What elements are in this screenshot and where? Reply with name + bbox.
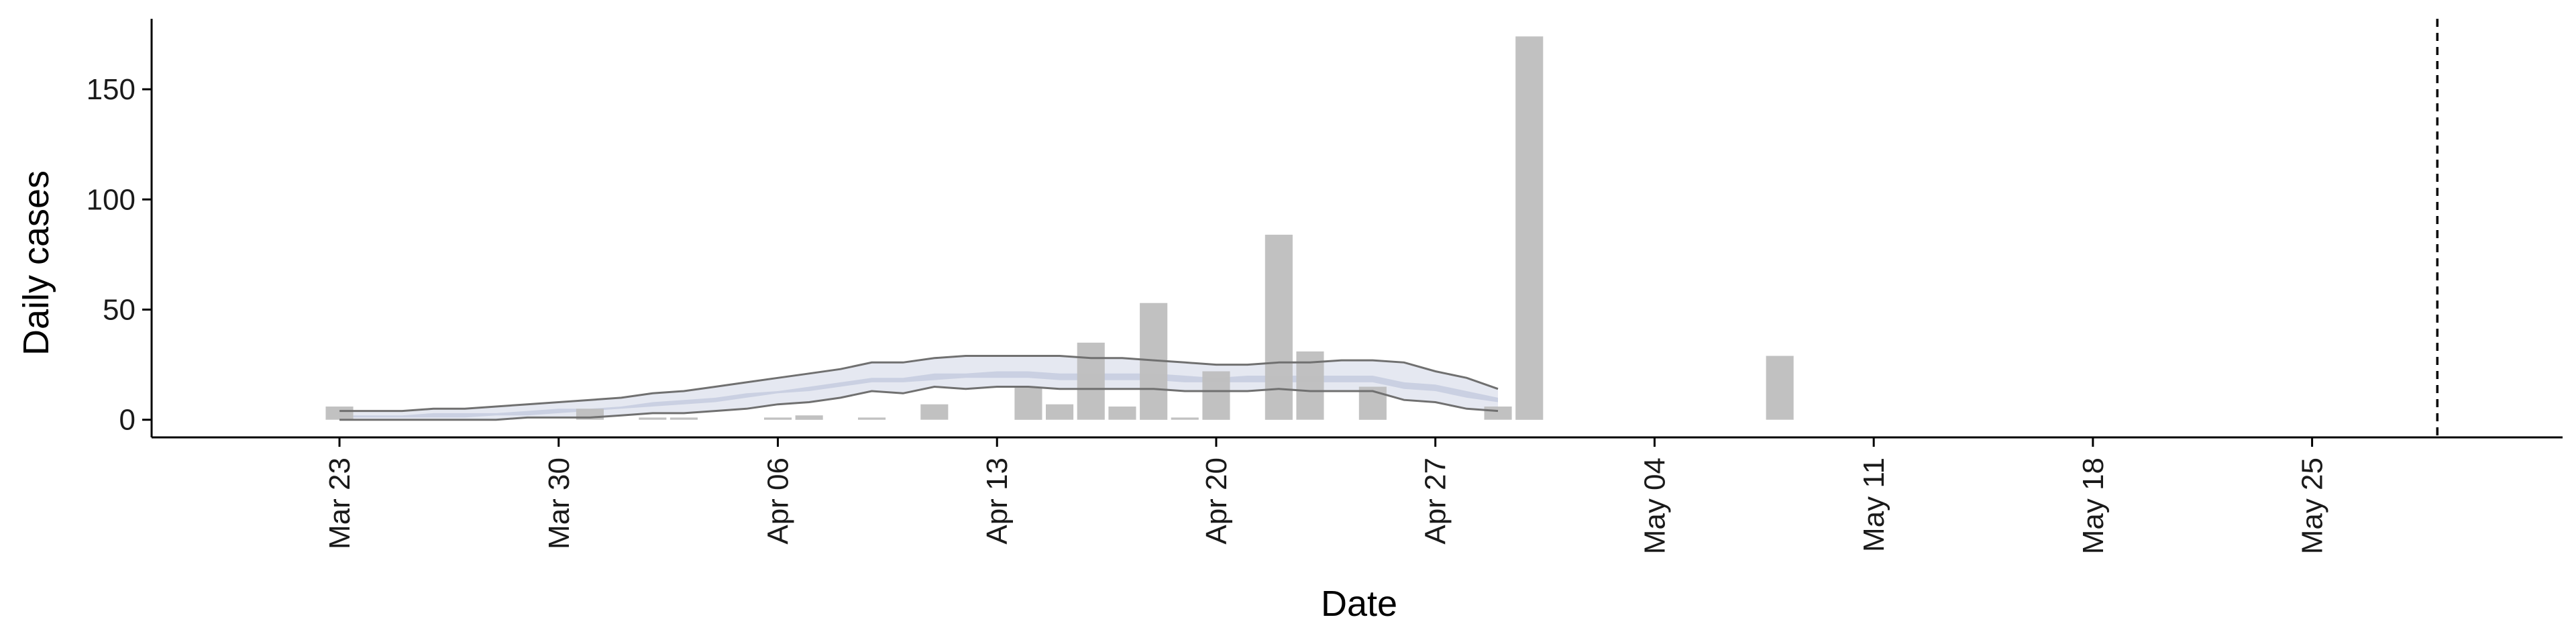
bar-2020-04-09 bbox=[858, 417, 886, 420]
x-tick-label-2020-04-20: Apr 20 bbox=[1200, 458, 1233, 545]
bar-2020-04-19 bbox=[1171, 417, 1199, 420]
bar-2020-04-22 bbox=[1265, 234, 1293, 420]
y-axis-title: Daily cases bbox=[16, 170, 56, 356]
x-tick-label-2020-03-30: Mar 30 bbox=[543, 458, 576, 549]
axes-layer: 0 50 100 150 Mar 23 Mar 30 Apr 06 Apr 13 Apr 20 A… bbox=[87, 19, 2563, 554]
inner-interval-band bbox=[339, 371, 1499, 418]
bar-2020-04-07 bbox=[795, 415, 823, 420]
bar-2020-04-11 bbox=[920, 404, 949, 420]
x-axis-title: Date bbox=[1321, 584, 1397, 624]
y-tick-label-0: 0 bbox=[119, 404, 136, 437]
bar-2020-04-06 bbox=[764, 417, 792, 420]
bar-2020-04-29 bbox=[1484, 407, 1512, 420]
y-tick-label-150: 150 bbox=[87, 73, 136, 106]
bar-2020-04-20 bbox=[1202, 371, 1230, 420]
x-tick-label-2020-05-18: May 18 bbox=[2077, 458, 2110, 554]
uncertainty-band-layer bbox=[339, 356, 1499, 420]
x-tick-label-2020-04-06: Apr 06 bbox=[762, 458, 795, 545]
bar-2020-04-16 bbox=[1077, 342, 1105, 420]
x-tick-label-2020-05-04: May 04 bbox=[1638, 458, 1671, 554]
bar-2020-04-25 bbox=[1358, 386, 1387, 420]
outer-interval-band bbox=[339, 356, 1499, 420]
bar-2020-04-15 bbox=[1046, 404, 1074, 420]
x-tick-label-2020-03-23: Mar 23 bbox=[323, 458, 356, 549]
bar-2020-05-08 bbox=[1766, 356, 1794, 420]
x-tick-label-2020-05-25: May 25 bbox=[2296, 458, 2329, 554]
bar-2020-04-30 bbox=[1515, 36, 1544, 420]
band-lower-line bbox=[339, 385, 1499, 421]
y-tick-label-100: 100 bbox=[87, 183, 136, 216]
x-tick-label-2020-04-13: Apr 13 bbox=[981, 458, 1014, 545]
band-outline-layer bbox=[339, 355, 1499, 421]
band-upper-line bbox=[339, 355, 1499, 413]
bar-2020-04-14 bbox=[1014, 386, 1042, 420]
x-tick-label-2020-05-11: May 11 bbox=[1858, 458, 1890, 552]
y-tick-label-50: 50 bbox=[103, 294, 136, 327]
bar-2020-03-23 bbox=[325, 407, 354, 420]
bar-2020-04-17 bbox=[1108, 407, 1136, 420]
bar-2020-04-03 bbox=[669, 417, 698, 420]
x-tick-label-2020-04-27: Apr 27 bbox=[1419, 458, 1452, 545]
bar-2020-04-02 bbox=[639, 417, 667, 420]
